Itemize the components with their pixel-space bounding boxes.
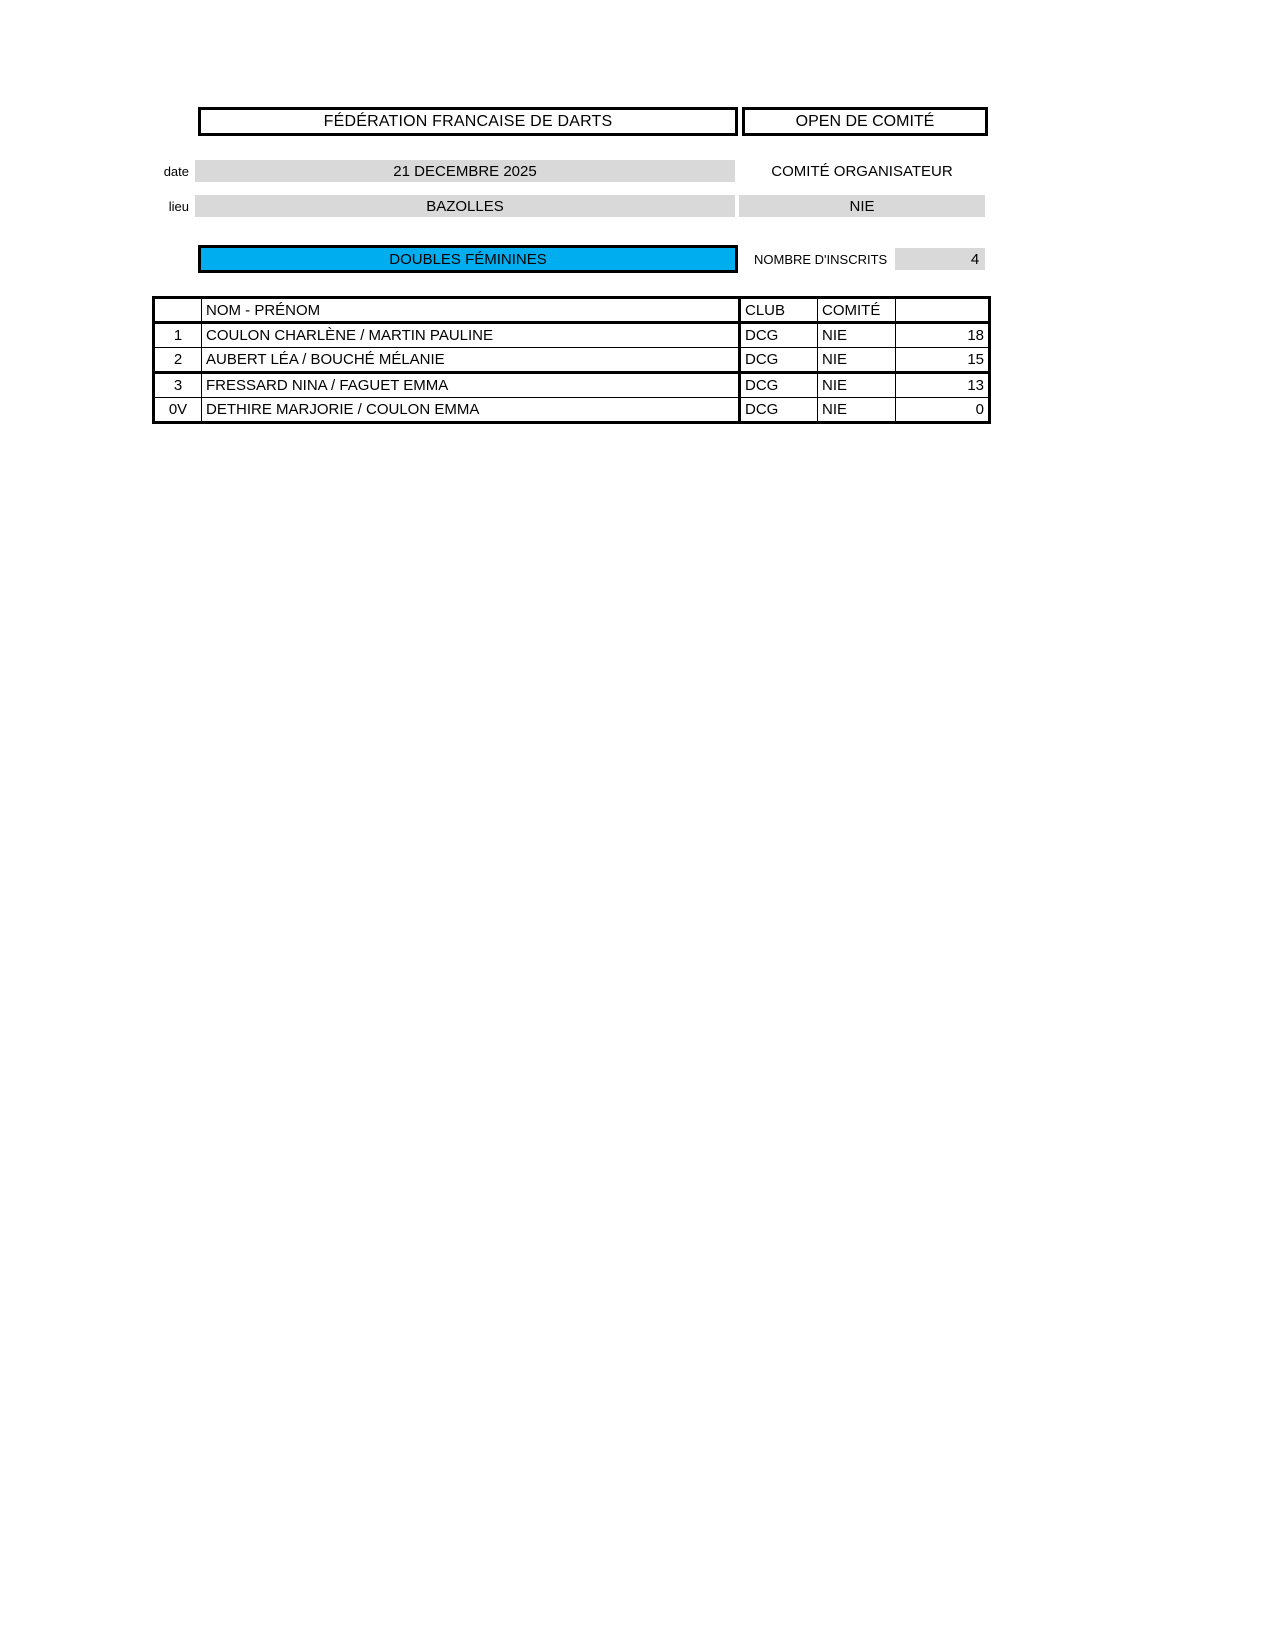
event-type-title: OPEN DE COMITÉ xyxy=(742,107,988,136)
cell-rank: 3 xyxy=(152,372,202,398)
column-header-score xyxy=(895,296,991,324)
cell-name: FRESSARD NINA / FAGUET EMMA xyxy=(201,372,740,398)
organiser-label: COMITÉ ORGANISATEUR xyxy=(771,162,953,180)
cell-score: 18 xyxy=(895,322,991,348)
cell-comite: NIE xyxy=(817,397,896,424)
category-row: DOUBLES FÉMININES NOMBRE D'INSCRITS 4 xyxy=(198,245,988,273)
cell-name: AUBERT LÉA / BOUCHÉ MÉLANIE xyxy=(201,347,740,374)
lieu-value[interactable]: BAZOLLES xyxy=(195,195,735,217)
lieu-row: lieu BAZOLLES NIE xyxy=(110,195,985,217)
table-row[interactable]: 1 COULON CHARLÈNE / MARTIN PAULINE DCG N… xyxy=(152,322,991,348)
column-header-name: NOM - PRÉNOM xyxy=(201,296,740,324)
column-header-comite: COMITÉ xyxy=(817,296,896,324)
column-header-rank xyxy=(152,296,202,324)
cell-rank: 2 xyxy=(152,347,202,374)
table-header-row: NOM - PRÉNOM CLUB COMITÉ xyxy=(152,296,991,324)
category-banner[interactable]: DOUBLES FÉMININES xyxy=(198,245,738,273)
federation-title: FÉDÉRATION FRANCAISE DE DARTS xyxy=(198,107,738,136)
table-row[interactable]: 0V DETHIRE MARJORIE / COULON EMMA DCG NI… xyxy=(152,397,991,424)
table-row[interactable]: 3 FRESSARD NINA / FAGUET EMMA DCG NIE 13 xyxy=(152,372,991,398)
cell-comite: NIE xyxy=(817,372,896,398)
cell-comite: NIE xyxy=(817,322,896,348)
cell-name: DETHIRE MARJORIE / COULON EMMA xyxy=(201,397,740,424)
inscrits-label: NOMBRE D'INSCRITS xyxy=(754,251,888,267)
date-value[interactable]: 21 DECEMBRE 2025 xyxy=(195,160,735,182)
title-row: FÉDÉRATION FRANCAISE DE DARTS OPEN DE CO… xyxy=(198,107,988,136)
column-header-club: CLUB xyxy=(738,296,818,324)
cell-club: DCG xyxy=(738,322,818,348)
cell-club: DCG xyxy=(738,397,818,424)
cell-rank: 0V xyxy=(152,397,202,424)
date-label: date xyxy=(163,163,189,179)
inscrits-value[interactable]: 4 xyxy=(895,248,986,270)
lieu-label: lieu xyxy=(168,198,189,214)
cell-club: DCG xyxy=(738,372,818,398)
cell-score: 0 xyxy=(895,397,991,424)
cell-rank: 1 xyxy=(152,322,202,348)
cell-name: COULON CHARLÈNE / MARTIN PAULINE xyxy=(201,322,740,348)
cell-club: DCG xyxy=(738,347,818,374)
organiser-value[interactable]: NIE xyxy=(739,195,985,217)
table-row[interactable]: 2 AUBERT LÉA / BOUCHÉ MÉLANIE DCG NIE 15 xyxy=(152,347,991,374)
cell-score: 15 xyxy=(895,347,991,374)
date-row: date 21 DECEMBRE 2025 COMITÉ ORGANISATEU… xyxy=(110,160,985,182)
cell-comite: NIE xyxy=(817,347,896,374)
cell-score: 13 xyxy=(895,372,991,398)
results-table: NOM - PRÉNOM CLUB COMITÉ 1 COULON CHARLÈ… xyxy=(152,296,991,424)
table-body: 1 COULON CHARLÈNE / MARTIN PAULINE DCG N… xyxy=(152,322,991,424)
